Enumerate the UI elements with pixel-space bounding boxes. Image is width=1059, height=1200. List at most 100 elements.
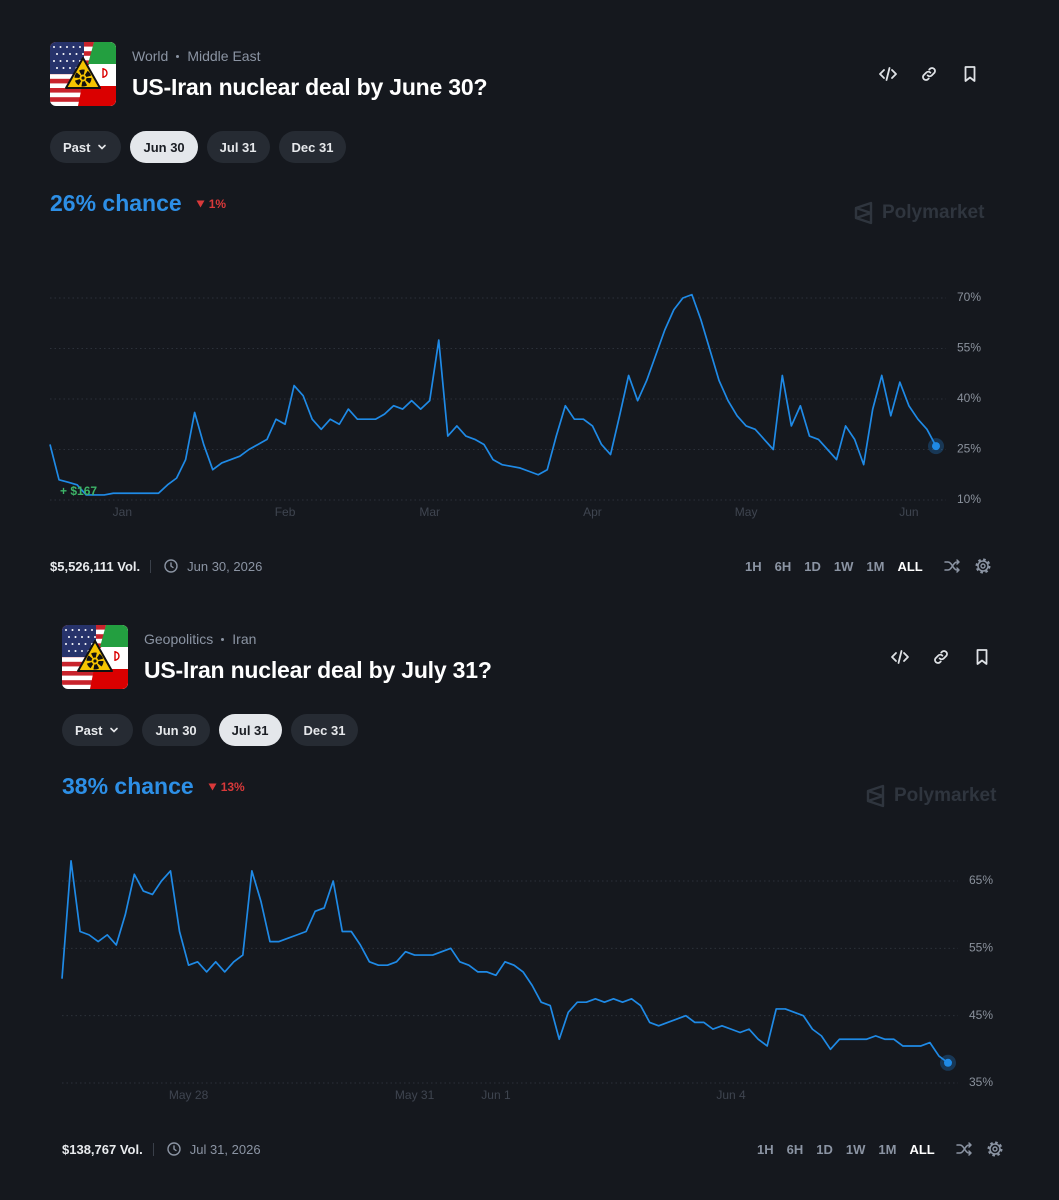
brand-logo [866,784,885,808]
breadcrumb-item[interactable]: Iran [232,631,257,647]
brand: Polymarket [852,201,984,225]
range-button[interactable]: 1H [757,1141,774,1157]
chevron [98,144,107,150]
x-tick-label: Jun 1 [481,1088,511,1102]
breadcrumb: Geopolitics Iran [144,631,256,647]
brand: Polymarket [864,784,996,808]
tab-label: Jul 31 [231,722,269,738]
breadcrumb-item[interactable]: World [132,48,169,64]
y-tick-label: 35% [969,1075,993,1089]
tab-label: Past [75,722,103,738]
tab-label: Jun 30 [155,722,197,738]
chance: 38% chance 13% [62,773,245,800]
x-tick-label: Jun 4 [716,1088,746,1102]
chart: 35% 45% 55% 65% May 28 May 31 Jun 1 Jun 4 [61,859,993,1102]
range-button[interactable]: ALL [909,1141,935,1157]
range-button[interactable]: 1W [833,558,854,574]
date-tab[interactable]: Jul 31 [218,714,282,746]
gear-icon[interactable] [973,556,993,576]
x-tick-label: Jun [899,505,918,519]
breadcrumb-item[interactable]: Middle East [187,48,261,64]
date-tab[interactable]: Jul 31 [206,131,270,163]
date-tab[interactable]: Past [62,714,134,746]
brand-name: Polymarket [894,785,997,806]
tab-label: Jul 31 [219,139,257,155]
end-date-text: Jun 30, 2026 [187,558,263,574]
tab-label: Jun 30 [143,139,185,155]
date-tab[interactable]: Jun 30 [130,131,198,163]
range-button[interactable]: 6H [774,558,792,574]
chance: 26% chance 1% [50,190,226,217]
y-tick-label: 40% [957,391,981,405]
date-tab[interactable]: Past [50,131,122,163]
x-tick-label: Apr [583,505,602,519]
price-line [61,859,949,1064]
shuffle-icon[interactable] [942,556,962,576]
range-button[interactable]: 1D [804,558,821,574]
code-icon[interactable] [878,64,898,84]
chevron [110,727,119,733]
y-tick-label: 55% [969,941,993,955]
range-button[interactable]: 1H [745,558,762,574]
y-tick-label: 70% [957,290,981,304]
range-button[interactable]: 1M [866,558,885,574]
tab-label: Dec 31 [291,139,334,155]
separator [152,1142,154,1156]
y-tick-label: 55% [957,341,981,355]
brand-logo [854,201,873,225]
y-tick-label: 45% [969,1008,993,1022]
bookmark-icon[interactable] [972,647,992,667]
annotation: + $167 [60,484,97,498]
chance-value: 26% chance [50,190,182,216]
actions [878,64,980,84]
market-image [62,625,128,689]
range-button[interactable]: 1D [816,1141,833,1157]
price-line [49,293,937,496]
end-date: Jun 30, 2026 [161,556,262,576]
separator [221,637,225,641]
separator [176,54,180,58]
market-card: 35% 45% 55% 65% May 28 May 31 Jun 1 Jun 4 Geopo… [12,583,1012,1173]
actions [890,647,992,667]
date-tab[interactable]: Jun 30 [142,714,210,746]
chart: 10% 25% 40% 55% 70% Jan Feb Mar Apr May Jun + $167 [49,290,981,519]
x-tick-label: Mar [419,505,440,519]
link-icon[interactable] [919,64,939,84]
date-tab[interactable]: Dec 31 [290,714,359,746]
date-tabs: Past Jun 30 Jul 31 Dec 31 [50,131,347,163]
bookmark-icon[interactable] [960,64,980,84]
market-title: US-Iran nuclear deal by July 31? [144,657,492,683]
breadcrumb: World Middle East [132,48,260,64]
x-tick-label: Feb [275,505,296,519]
separator [150,559,152,573]
shuffle-icon[interactable] [954,1139,974,1159]
link-icon[interactable] [931,647,951,667]
range-button[interactable]: ALL [897,558,923,574]
market-image [50,42,116,106]
y-tick-label: 25% [957,442,981,456]
range-button[interactable]: 1W [845,1141,866,1157]
footer: $5,526,111 Vol. Jun 30, 2026 [50,556,262,576]
market-card: 10% 25% 40% 55% 70% Jan Feb Mar Apr May Jun + $167 … [0,0,1000,590]
range-button[interactable]: 1M [878,1141,897,1157]
range-selector: 1H 6H 1D 1W 1M ALL [757,1139,1005,1159]
change-value: 13% [220,779,245,794]
end-date: Jul 31, 2026 [164,1139,261,1159]
x-tick-label: May 31 [395,1088,435,1102]
end-dot [944,1058,952,1067]
range-selector: 1H 6H 1D 1W 1M ALL [745,556,993,576]
y-tick-label: 65% [969,873,993,887]
date-tabs: Past Jun 30 Jul 31 Dec 31 [62,714,359,746]
market-title: US-Iran nuclear deal by June 30? [132,74,488,100]
end-date-text: Jul 31, 2026 [189,1141,261,1157]
brand-name: Polymarket [882,202,985,223]
code-icon[interactable] [890,647,910,667]
breadcrumb-item[interactable]: Geopolitics [144,631,214,647]
change: 13% [208,780,245,794]
clock-icon [164,559,178,573]
date-tab[interactable]: Dec 31 [278,131,347,163]
range-button[interactable]: 6H [786,1141,804,1157]
tab-label: Past [63,139,91,155]
gear-icon[interactable] [985,1139,1005,1159]
